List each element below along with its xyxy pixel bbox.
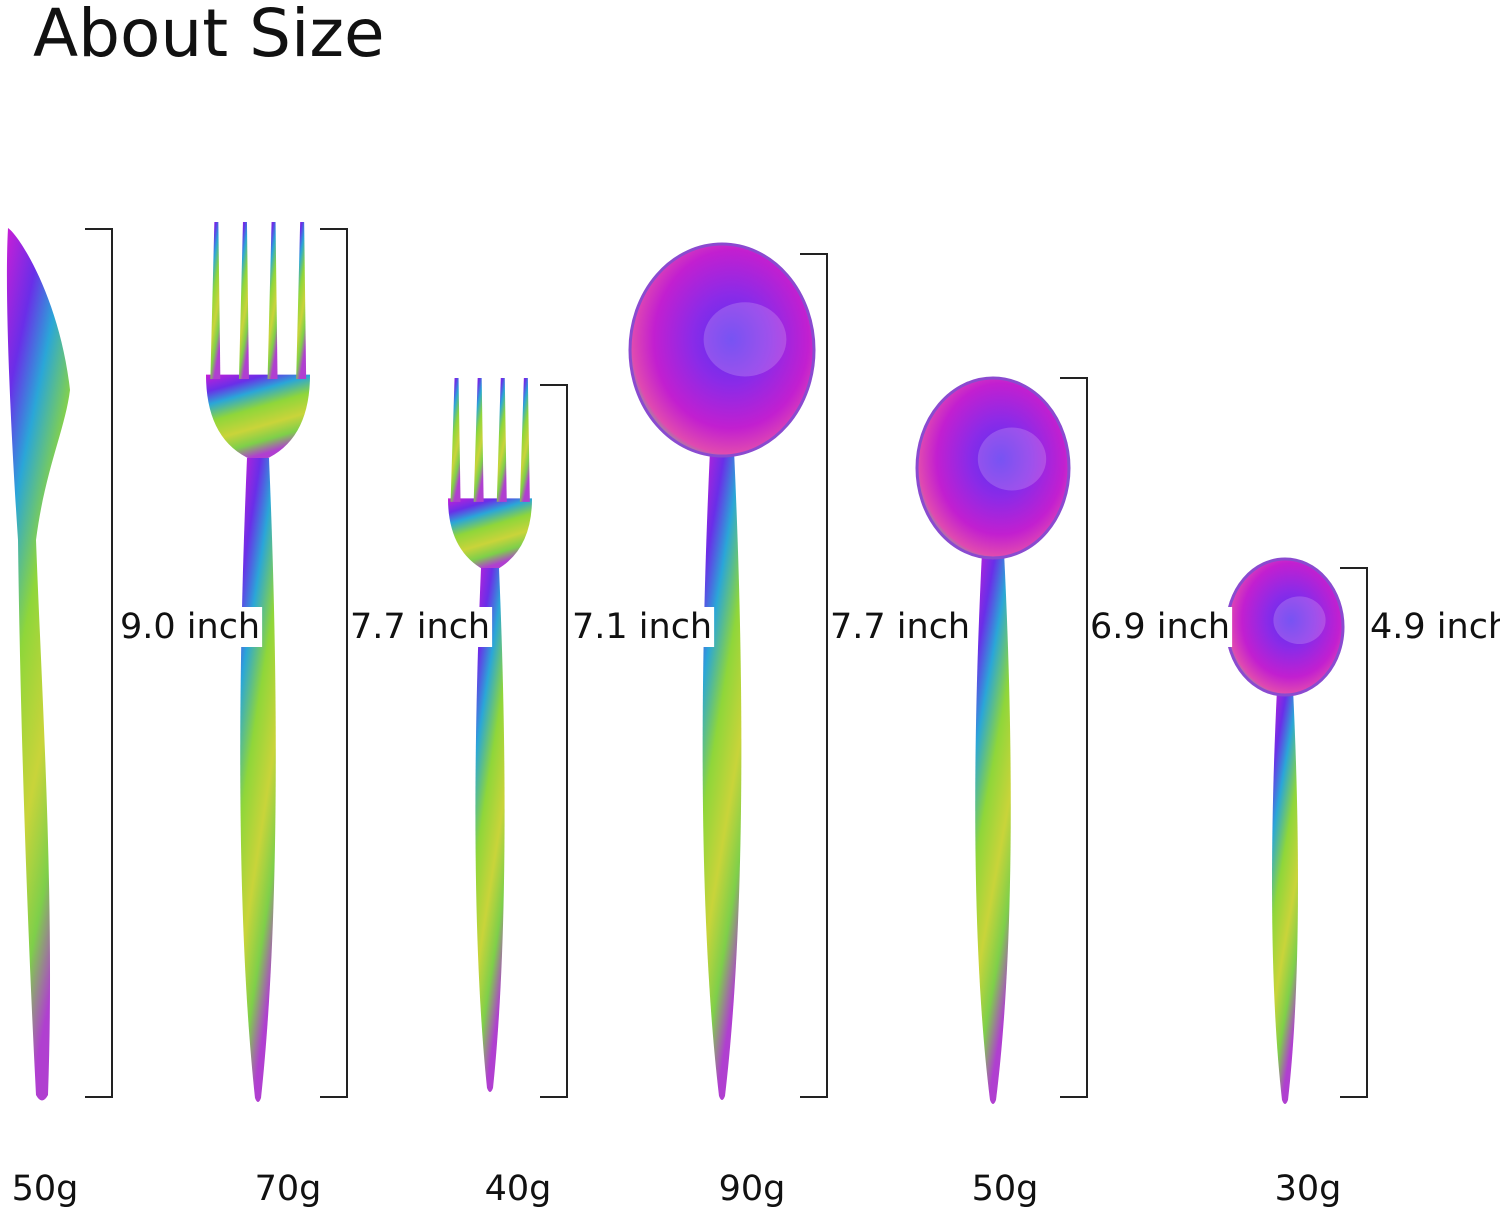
size-bracket: [1060, 377, 1088, 1098]
fork-head: [206, 374, 310, 460]
spoon-bowl: [628, 242, 816, 458]
label-background: [1368, 607, 1500, 647]
label-background: [570, 607, 715, 647]
weight-label: 40g: [485, 1169, 552, 1209]
fork-head: [448, 498, 532, 570]
size-bracket: [1340, 567, 1368, 1098]
length-label: 9.0 inch: [120, 607, 260, 647]
spoon-highlight: [703, 302, 787, 377]
length-label: 4.9 inch: [1370, 607, 1500, 647]
label-background: [828, 607, 973, 647]
label-background: [348, 607, 493, 647]
weight-label: 70g: [255, 1169, 322, 1209]
handle: [975, 552, 1011, 1104]
weight-label: 30g: [1275, 1169, 1342, 1209]
label-background: [118, 607, 263, 647]
spoon-highlight: [1273, 596, 1326, 644]
size-bracket: [85, 228, 113, 1098]
length-label: 7.1 inch: [572, 607, 712, 647]
handle: [702, 450, 742, 1100]
weight-label: 50g: [972, 1169, 1039, 1209]
fork-tine: [496, 378, 507, 502]
size-bracket: [800, 253, 828, 1098]
handle: [475, 568, 505, 1092]
fork-tine: [210, 222, 221, 379]
length-label: 6.9 inch: [1090, 607, 1230, 647]
length-label: 7.7 inch: [350, 607, 490, 647]
knife: [6, 228, 70, 1101]
weight-label: 90g: [719, 1169, 786, 1209]
fork-tine: [296, 222, 307, 379]
fork-tine: [238, 222, 249, 379]
title: About Size: [33, 0, 385, 72]
fork-tine: [519, 378, 530, 502]
handle: [240, 458, 276, 1102]
weight-label: 50g: [12, 1169, 79, 1209]
fork-tine: [450, 378, 461, 502]
size-bracket: [540, 384, 568, 1098]
fork-tine: [473, 378, 484, 502]
fork-tine: [267, 222, 278, 379]
spoon-highlight: [977, 427, 1047, 491]
label-background: [1088, 607, 1233, 647]
handle: [1272, 689, 1298, 1104]
size-bracket: [320, 228, 348, 1098]
spoon-bowl: [915, 376, 1071, 560]
length-label: 7.7 inch: [830, 607, 970, 647]
